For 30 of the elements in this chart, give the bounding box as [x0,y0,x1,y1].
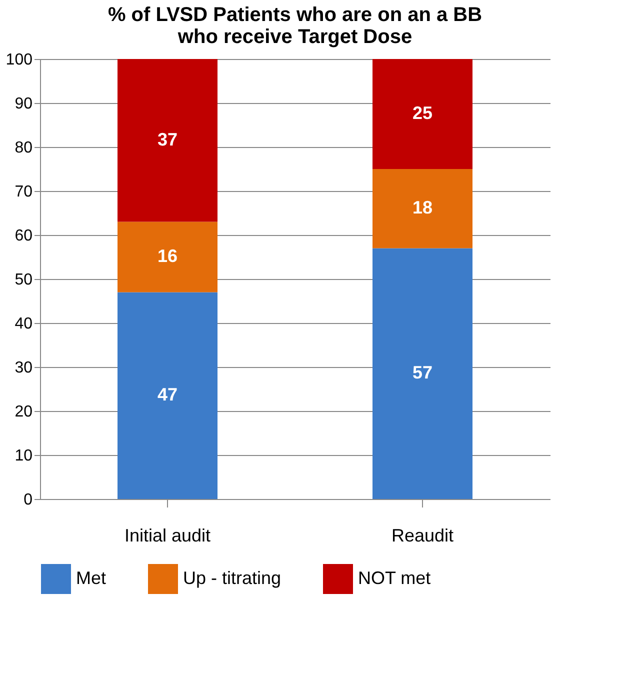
bar [118,222,218,292]
data-label: 25 [412,103,433,123]
y-tick-label: 90 [14,96,33,112]
y-tick-label: 10 [14,448,33,464]
legend-label: Met [76,568,106,588]
y-tick-label: 0 [24,492,33,508]
y-tick-label: 50 [14,272,33,288]
text: who receive Target Dose [178,26,412,48]
x-tick-label: Reaudit [391,526,454,546]
y-tick-label: 70 [14,184,33,200]
y-tick-label: 60 [14,228,33,244]
bar [118,59,218,222]
y-tick-label: 40 [14,316,33,332]
legend-label: NOT met [358,568,431,588]
bar [372,169,472,248]
text: % of LVSD Patients who are on an a BB [108,4,482,26]
y-tick-label: 20 [14,404,33,420]
y-tick-label: 100 [6,52,33,68]
bar [118,292,218,499]
data-label: 47 [157,384,178,405]
bar [372,59,472,169]
data-label: 37 [157,129,178,150]
bar [372,248,472,499]
y-tick-label: 30 [14,360,33,376]
data-label: 18 [412,198,433,218]
y-tick-label: 80 [14,140,33,156]
data-label: 57 [412,362,433,383]
x-tick-label: Initial audit [124,526,211,546]
data-label: 16 [157,246,178,266]
legend-label: Up - titrating [183,568,282,588]
